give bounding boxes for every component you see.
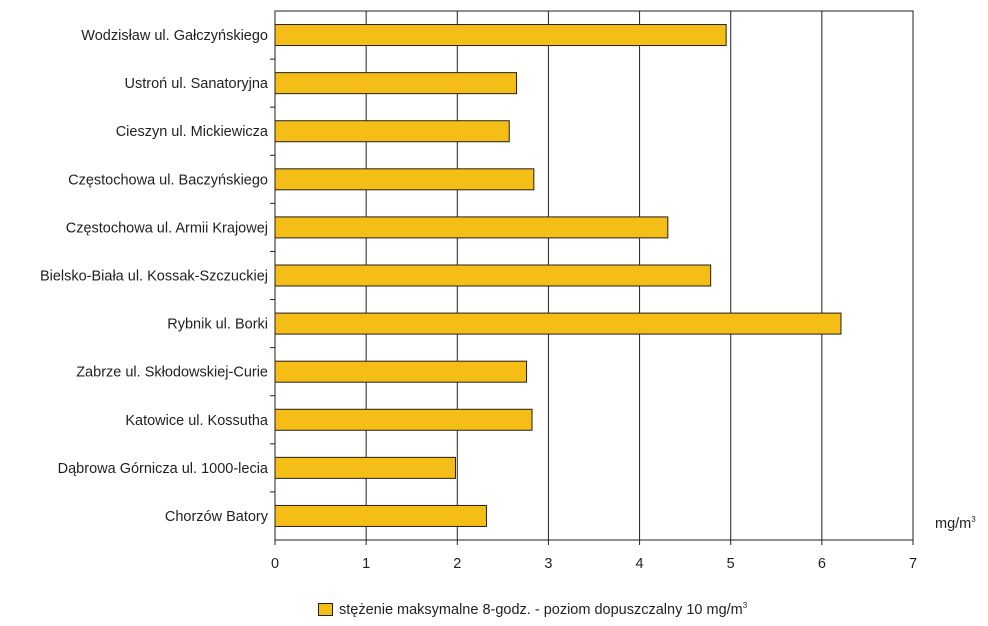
bar [274, 72, 518, 95]
category-label: Rybnik ul. Borki [167, 317, 268, 333]
x-tick-label: 5 [727, 556, 735, 572]
x-tick-label: 0 [271, 556, 279, 572]
x-axis-unit-text: mg/m [935, 516, 971, 532]
legend-label: stężenie maksymalne 8-godz. - poziom dop… [339, 601, 748, 618]
bar [274, 360, 528, 383]
category-label: Chorzów Batory [165, 509, 269, 525]
bar [274, 120, 510, 143]
x-axis-unit-superscript: 3 [971, 515, 976, 524]
category-label: Częstochowa ul. Armii Krajowej [66, 220, 268, 236]
category-label: Ustroń ul. Sanatoryjna [125, 76, 269, 92]
bar [274, 456, 456, 479]
legend-swatch [318, 602, 333, 616]
category-label: Częstochowa ul. Baczyńskiego [68, 172, 268, 188]
bar [274, 216, 669, 239]
bar [274, 24, 727, 47]
category-label: Dąbrowa Górnicza ul. 1000-lecia [58, 461, 269, 477]
x-axis-unit-label: mg/m3 [935, 515, 976, 532]
category-label: Zabrze ul. Skłodowskiej-Curie [76, 365, 268, 381]
bar [274, 312, 842, 335]
bar [274, 504, 487, 527]
category-label: Katowice ul. Kossutha [125, 413, 269, 429]
category-label: Cieszyn ul. Mickiewicza [116, 124, 269, 140]
x-tick-label: 1 [362, 556, 370, 572]
category-label: Bielsko-Biała ul. Kossak-Szczuckiej [40, 269, 268, 285]
legend: stężenie maksymalne 8-godz. - poziom dop… [318, 601, 747, 618]
x-tick-label: 4 [636, 556, 644, 572]
x-tick-label: 7 [909, 556, 917, 572]
x-tick-label: 6 [818, 556, 826, 572]
bar [274, 168, 535, 191]
x-tick-label: 3 [544, 556, 552, 572]
x-tick-label: 2 [453, 556, 461, 572]
bar [274, 408, 533, 431]
category-label: Wodzisław ul. Gałczyńskiego [81, 28, 268, 44]
bar [274, 264, 712, 287]
